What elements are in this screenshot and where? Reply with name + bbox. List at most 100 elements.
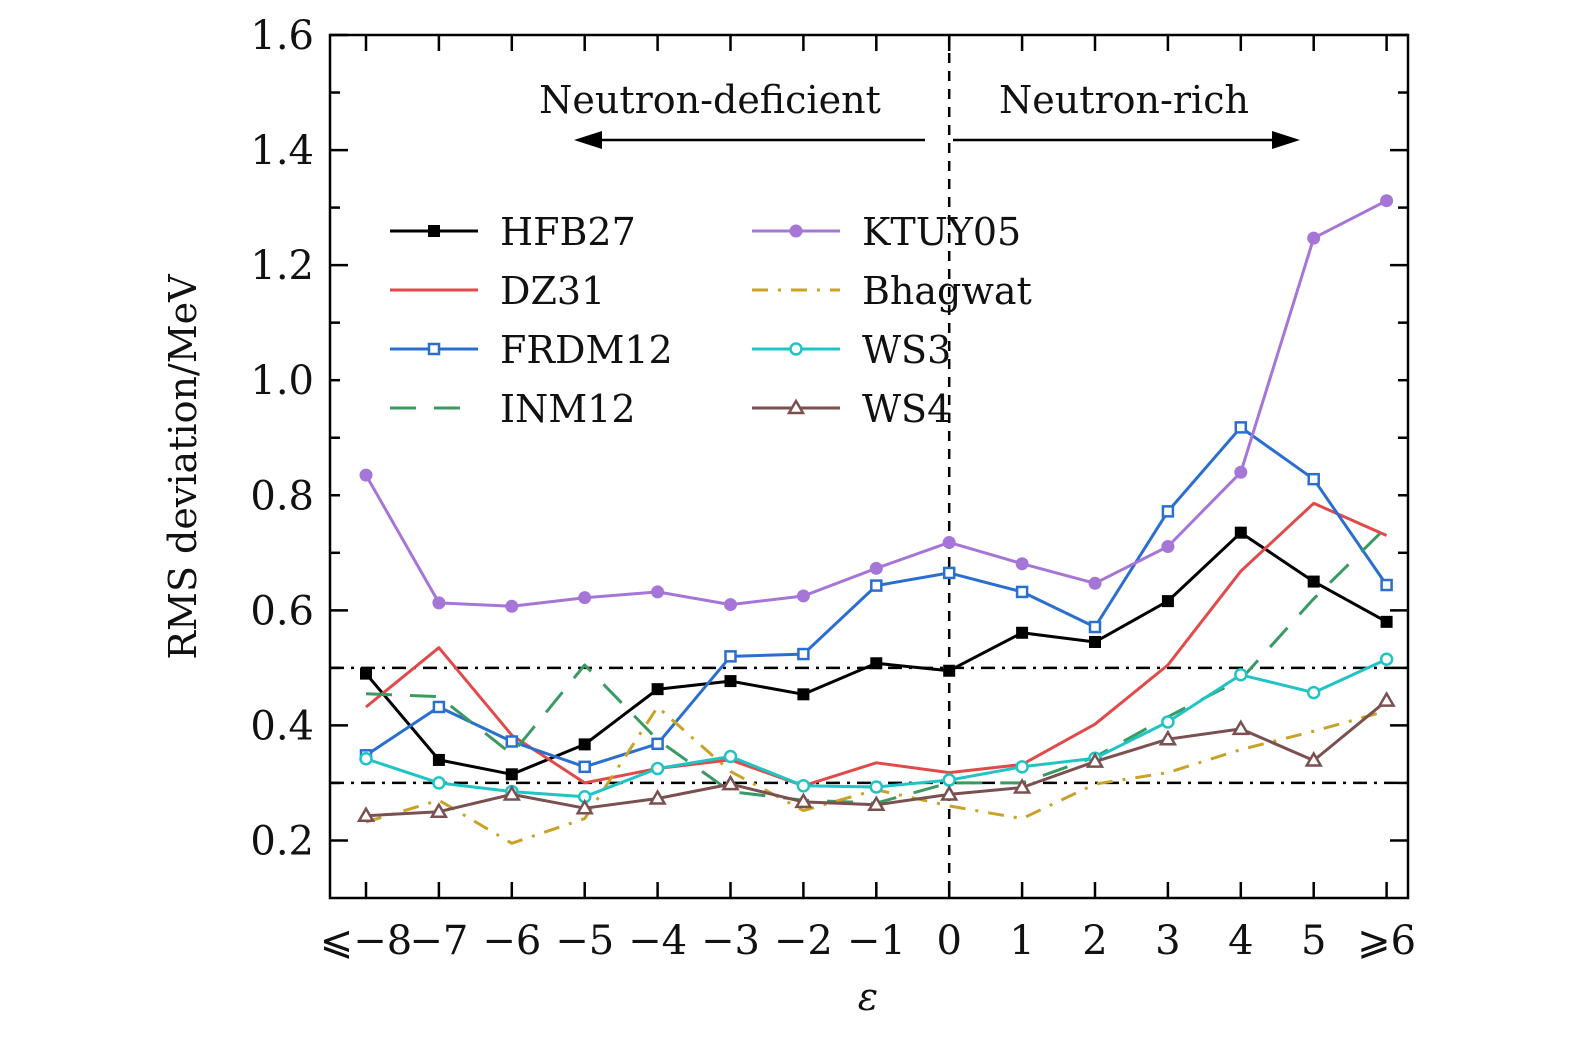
data-point-frdm12 xyxy=(1161,505,1175,518)
data-point-ws3 xyxy=(1234,668,1248,682)
series-hfb27 xyxy=(360,526,1393,781)
data-point-frdm12 xyxy=(578,760,591,774)
plot-frame xyxy=(328,33,1410,900)
series-bhagwat xyxy=(365,705,1388,845)
data-point-ws4 xyxy=(721,774,740,791)
data-point-frdm12 xyxy=(870,579,883,592)
data-point-ktuy05 xyxy=(1380,194,1394,208)
legend-label-ktuy05: KTUY05 xyxy=(862,210,1021,254)
data-point-hfb27 xyxy=(1161,595,1174,608)
annotation-neutron-deficient: Neutron-deficient xyxy=(539,78,881,122)
data-point-ws3 xyxy=(1161,715,1175,729)
data-point-ws4 xyxy=(794,792,813,809)
series-line-bhagwat xyxy=(365,705,1388,845)
grid-layer xyxy=(330,35,1408,898)
data-point-ktuy05 xyxy=(359,468,373,482)
y-tick-label: 0.8 xyxy=(250,473,314,519)
x-tick-label: −1 xyxy=(847,918,906,964)
legend-item-frdm12: FRDM12 xyxy=(390,328,673,372)
legend-item-dz31: DZ31 xyxy=(390,269,605,313)
x-tick-label: −5 xyxy=(555,918,614,964)
data-point-hfb27 xyxy=(943,664,956,677)
data-point-ws3 xyxy=(1379,652,1394,666)
data-point-ws4 xyxy=(502,784,521,801)
legend-item-ws4: WS4 xyxy=(752,387,951,431)
data-point-ws4 xyxy=(1012,778,1032,794)
x-tick-label: ⩾6 xyxy=(1357,918,1416,964)
x-tick-label: 0 xyxy=(936,918,961,964)
data-point-ws4 xyxy=(648,788,667,805)
data-point-hfb27 xyxy=(1016,626,1029,639)
data-point-ws3 xyxy=(723,749,738,764)
data-point-ktuy05 xyxy=(796,589,810,603)
data-point-frdm12 xyxy=(432,700,446,714)
series-ws3 xyxy=(359,652,1394,804)
x-tick-label: −3 xyxy=(701,918,760,964)
data-point-frdm12 xyxy=(1015,585,1029,599)
data-point-ktuy05 xyxy=(869,561,883,575)
series-line-ws3 xyxy=(365,657,1388,799)
legend-label-ws3: WS3 xyxy=(862,328,951,372)
data-point-frdm12 xyxy=(797,647,810,661)
data-point-ws3 xyxy=(1306,685,1321,700)
data-point-hfb27 xyxy=(432,753,445,766)
y-tick-label: 1.4 xyxy=(250,128,314,174)
x-tick-label: −2 xyxy=(774,918,833,964)
y-tick-label: 1.2 xyxy=(250,243,314,289)
x-tick-label: −4 xyxy=(628,918,687,964)
data-point-hfb27 xyxy=(651,683,664,696)
arrow-right-head xyxy=(1272,131,1300,149)
data-point-ktuy05 xyxy=(578,591,592,605)
data-point-ws4 xyxy=(1158,729,1178,746)
legend-label-hfb27: HFB27 xyxy=(500,210,636,254)
data-point-hfb27 xyxy=(505,768,518,781)
series-ktuy05 xyxy=(359,194,1394,613)
x-tick-label: 3 xyxy=(1155,918,1180,964)
x-tick-label: 5 xyxy=(1301,918,1326,964)
series-layer xyxy=(356,194,1396,845)
data-point-hfb27 xyxy=(870,657,883,670)
data-point-frdm12 xyxy=(724,650,737,663)
data-point-ktuy05 xyxy=(1234,465,1248,479)
y-tick-label: 0.2 xyxy=(250,818,314,864)
data-point-ktuy05 xyxy=(432,596,446,610)
data-point-ws3 xyxy=(869,780,884,794)
data-point-hfb27 xyxy=(724,675,737,688)
data-point-hfb27 xyxy=(1089,635,1101,648)
data-point-ws4 xyxy=(940,784,959,801)
legend-label-dz31: DZ31 xyxy=(500,269,605,313)
x-axis-title: ε xyxy=(858,975,878,1019)
data-point-frdm12 xyxy=(505,735,519,748)
legend-item-hfb27: HFB27 xyxy=(390,210,636,254)
data-point-hfb27 xyxy=(360,667,372,680)
data-point-ktuy05 xyxy=(505,599,519,613)
data-point-ws4 xyxy=(356,806,376,822)
series-ws4 xyxy=(356,691,1396,822)
data-point-ws4 xyxy=(1231,719,1250,736)
y-axis-title: RMS deviation/MeV xyxy=(161,274,205,660)
y-tick-label: 0.6 xyxy=(250,588,314,634)
data-point-frdm12 xyxy=(1380,578,1393,592)
legend-item-inm12: INM12 xyxy=(390,387,636,431)
legend-marker-hfb27 xyxy=(428,225,440,237)
legend-label-bhagwat: Bhagwat xyxy=(862,269,1032,313)
legend-item-ktuy05: KTUY05 xyxy=(752,210,1021,254)
legend-marker-ktuy05 xyxy=(789,224,803,238)
data-point-hfb27 xyxy=(1234,526,1247,539)
data-point-hfb27 xyxy=(797,688,810,701)
data-point-frdm12 xyxy=(1307,472,1320,486)
data-point-ws4 xyxy=(1304,751,1323,767)
y-tick-label: 1.0 xyxy=(250,358,314,404)
legend: HFB27 DZ31 FRDM12 INM12 KTUY05 Bhagwat WS3 WS4 xyxy=(390,210,1032,431)
legend-item-ws3: WS3 xyxy=(752,328,951,372)
x-tick-label: 1 xyxy=(1009,918,1034,964)
data-point-ws3 xyxy=(796,779,811,793)
data-point-ktuy05 xyxy=(942,535,956,549)
data-point-ws3 xyxy=(359,752,373,766)
y-tick-label: 1.6 xyxy=(250,13,314,59)
legend-label-frdm12: FRDM12 xyxy=(500,328,673,372)
data-point-ktuy05 xyxy=(1307,231,1321,245)
data-point-ws3 xyxy=(432,776,446,790)
legend-marker-ws4 xyxy=(786,398,806,415)
